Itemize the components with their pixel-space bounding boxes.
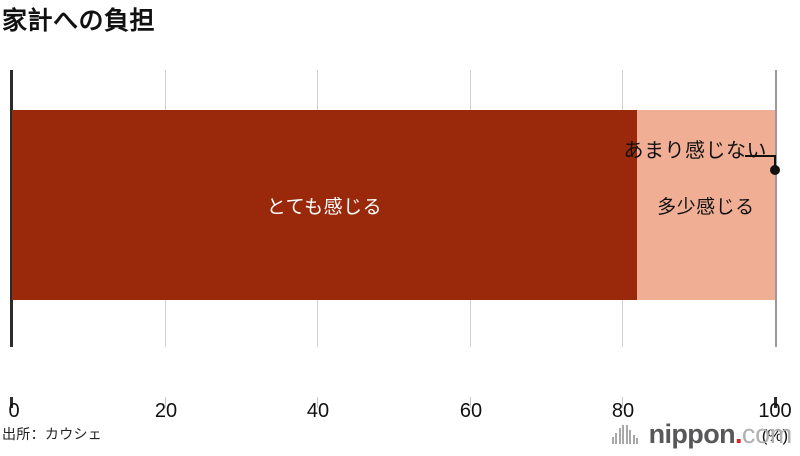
sound-bars-icon (611, 424, 640, 444)
callout-leader-line-horizontal (745, 155, 776, 157)
tick-label-60: 60 (459, 400, 483, 422)
tick-label-80: 80 (611, 400, 635, 422)
page-title: 家計への負担 (2, 7, 156, 35)
gridline-100 (775, 70, 777, 347)
brand-wordmark: nippon.com (648, 418, 793, 449)
brand-name: nippon (648, 418, 736, 449)
axis-unit-label: (%) (761, 426, 789, 445)
tick-label-20: 20 (154, 400, 178, 422)
y-axis-line (10, 70, 13, 347)
chart-plot-area: とても感じる 多少感じる あまり感じない 0 20 40 60 80 100 (… (0, 60, 800, 445)
callout-leader-line-vertical (774, 155, 776, 172)
bar-segment-tasho-kanjiru[interactable]: 多少感じる (636, 110, 775, 300)
tick-mark-0 (10, 397, 13, 408)
tick-mark-80 (622, 397, 623, 408)
brand-tld: com (741, 418, 792, 449)
tick-label-0: 0 (8, 400, 20, 422)
bar-segment-label: とても感じる (266, 196, 383, 218)
bar-segment-totemo-kanjiru[interactable]: とても感じる (12, 110, 637, 300)
source-note: 出所：カウシェ (2, 426, 103, 442)
callout-label-amari-kanjinai: あまり感じない (623, 140, 767, 162)
stacked-bar: とても感じる 多少感じる (12, 110, 775, 300)
tick-label-100: 100 (758, 400, 792, 422)
bar-segment-label: 多少感じる (657, 196, 755, 218)
tick-mark-100 (774, 397, 777, 408)
tick-mark-40 (317, 397, 318, 408)
tick-mark-60 (470, 397, 471, 408)
brand-dot: . (734, 418, 742, 449)
tick-label-40: 40 (306, 400, 330, 422)
brand-logo[interactable]: nippon.com (611, 418, 793, 449)
callout-target-dot (770, 165, 780, 175)
tick-mark-20 (165, 397, 166, 408)
